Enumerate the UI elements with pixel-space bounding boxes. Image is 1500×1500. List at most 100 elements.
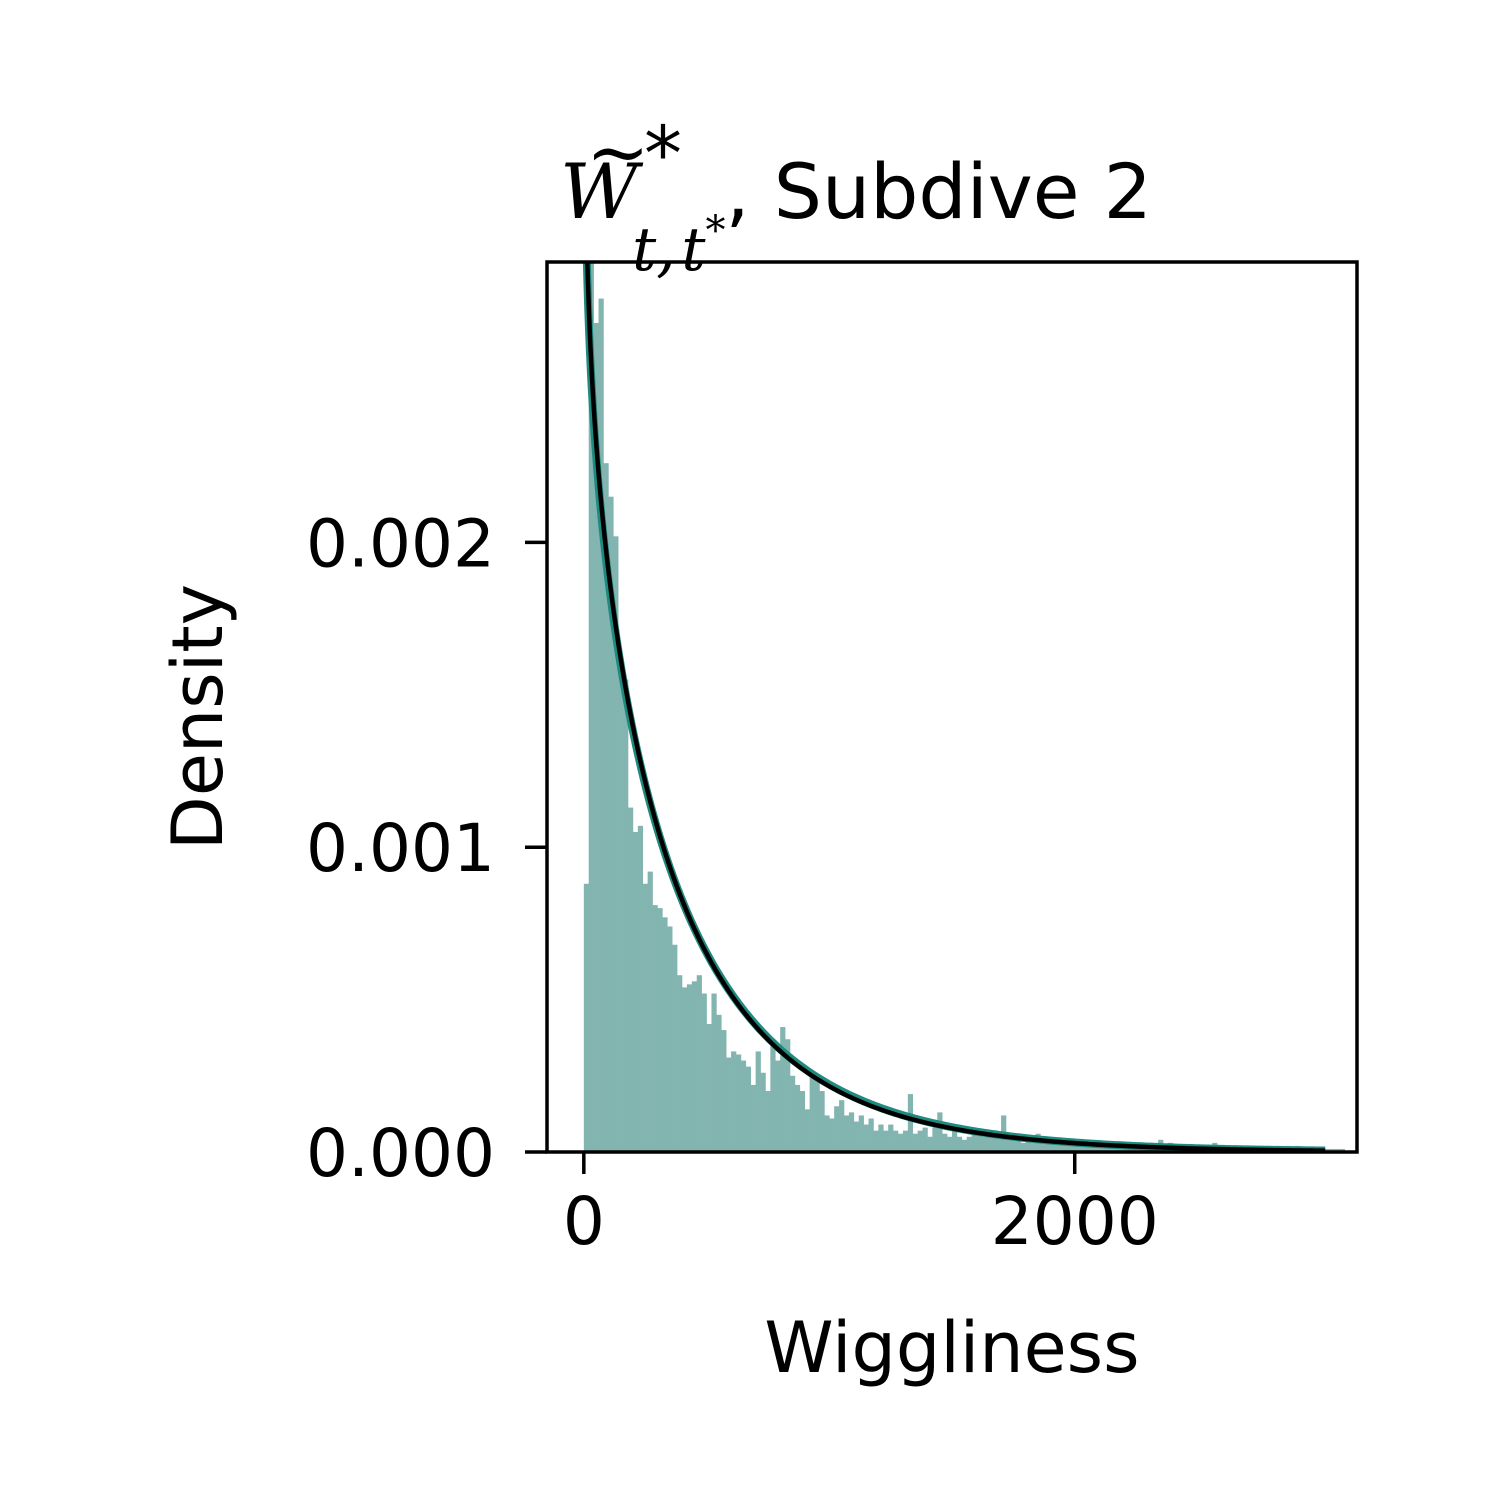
histogram-bar bbox=[726, 1057, 732, 1152]
histogram-bar bbox=[809, 1072, 815, 1152]
histogram-bar bbox=[873, 1130, 879, 1152]
histogram-bars bbox=[583, 262, 1346, 1152]
histogram-bar bbox=[1060, 1139, 1066, 1152]
histogram-bar bbox=[603, 463, 609, 1152]
histogram-bar bbox=[986, 1133, 992, 1152]
x-axis: 0 2000 bbox=[563, 1152, 1159, 1260]
histogram-bar bbox=[888, 1124, 894, 1152]
histogram-bar bbox=[991, 1133, 997, 1152]
histogram-bar bbox=[613, 536, 619, 1152]
histogram-bar bbox=[824, 1115, 830, 1152]
histogram-bar bbox=[1030, 1142, 1036, 1152]
histogram-bar bbox=[907, 1094, 914, 1152]
histogram-bar bbox=[1025, 1136, 1031, 1152]
histogram-bar bbox=[608, 496, 614, 1152]
histogram-bar bbox=[593, 322, 599, 1152]
histogram-bar bbox=[1045, 1142, 1051, 1152]
histogram-bar bbox=[858, 1115, 864, 1152]
histogram-bar bbox=[618, 664, 624, 1152]
histogram-bar bbox=[839, 1100, 845, 1152]
histogram-bar bbox=[760, 1072, 766, 1152]
histogram-bar bbox=[696, 975, 702, 1152]
histogram-bar bbox=[848, 1112, 855, 1152]
histogram-bar bbox=[902, 1130, 909, 1152]
histogram-bar bbox=[1040, 1139, 1046, 1152]
histogram-bar bbox=[711, 993, 717, 1152]
title-subscript-t: t, bbox=[632, 215, 675, 285]
histogram-bar bbox=[971, 1133, 977, 1152]
histogram-bar bbox=[637, 825, 644, 1152]
histogram-bar bbox=[691, 981, 698, 1152]
histogram-bar bbox=[662, 917, 668, 1152]
histogram-bar bbox=[785, 1039, 791, 1152]
title-symbol: W bbox=[560, 147, 644, 236]
histogram-bar bbox=[1084, 1142, 1090, 1152]
histogram-bar bbox=[672, 944, 678, 1152]
histogram-bar bbox=[794, 1084, 801, 1152]
fit-curve-black bbox=[585, 262, 1326, 1152]
histogram-bar bbox=[716, 1014, 722, 1152]
histogram-bar bbox=[790, 1075, 796, 1152]
histogram-bar bbox=[942, 1133, 948, 1152]
histogram-bar bbox=[1104, 1145, 1110, 1152]
histogram-bar bbox=[893, 1130, 899, 1152]
histogram-bar bbox=[912, 1133, 918, 1152]
histogram-bar bbox=[1074, 1145, 1080, 1152]
histogram-bar bbox=[628, 807, 634, 1152]
histogram-bar bbox=[583, 883, 590, 1152]
plot-frame bbox=[545, 260, 1359, 1154]
histogram-bar bbox=[632, 831, 639, 1152]
title-subscript-tstar: t bbox=[681, 215, 706, 285]
x-axis-label: Wiggliness bbox=[764, 1307, 1139, 1389]
histogram-bar bbox=[736, 1054, 742, 1152]
histogram-bar bbox=[765, 1091, 771, 1152]
histogram-bar bbox=[657, 908, 663, 1152]
histogram-bar bbox=[956, 1136, 963, 1152]
histogram-bar bbox=[740, 1060, 747, 1152]
histogram-bar bbox=[883, 1130, 889, 1152]
histogram-bar bbox=[770, 1042, 776, 1152]
histogram-bar bbox=[927, 1136, 933, 1152]
histogram-bar bbox=[731, 1051, 737, 1152]
histogram-bar bbox=[799, 1091, 806, 1152]
histogram-bar bbox=[961, 1139, 968, 1152]
histogram-bar bbox=[598, 298, 604, 1152]
y-tick-label: 0.001 bbox=[306, 810, 495, 887]
y-axis: 0.000 0.001 0.002 bbox=[306, 505, 547, 1192]
histogram-bar bbox=[947, 1136, 953, 1152]
histogram-bar bbox=[588, 262, 594, 1152]
histogram-bar bbox=[898, 1133, 904, 1152]
histogram-bar bbox=[804, 1109, 810, 1152]
histogram-bar bbox=[642, 883, 648, 1152]
histogram-bar bbox=[814, 1075, 820, 1152]
histogram-bar bbox=[775, 1060, 781, 1152]
y-tick-label: 0.002 bbox=[306, 505, 495, 582]
histogram-bar bbox=[686, 984, 693, 1152]
histogram-bar bbox=[922, 1127, 928, 1152]
histogram-bar bbox=[937, 1112, 943, 1152]
histogram-bar bbox=[976, 1133, 982, 1152]
histogram-bar bbox=[1064, 1142, 1071, 1152]
histogram-bar bbox=[652, 905, 658, 1152]
fit-curves bbox=[582, 262, 1327, 1152]
x-tick-label: 0 bbox=[563, 1183, 605, 1260]
histogram-bar bbox=[917, 1130, 923, 1152]
y-axis-label: Density bbox=[157, 584, 239, 850]
histogram-bar bbox=[1020, 1142, 1026, 1152]
histogram-bar bbox=[981, 1136, 987, 1152]
histogram-bar bbox=[677, 975, 683, 1152]
histogram-bar bbox=[819, 1091, 825, 1152]
histogram-bar bbox=[1055, 1142, 1061, 1152]
histogram-bar bbox=[701, 993, 707, 1152]
title-subscript-tstar-sup: * bbox=[705, 208, 725, 254]
histogram-bar bbox=[863, 1124, 869, 1152]
histogram-bar bbox=[1050, 1139, 1056, 1152]
histogram-bar bbox=[780, 1027, 786, 1152]
title-suffix: , Subdive 2 bbox=[725, 147, 1152, 236]
histogram-bar bbox=[1015, 1139, 1022, 1152]
histogram-bar bbox=[844, 1115, 850, 1152]
histogram-bar bbox=[647, 871, 653, 1152]
histogram-bar bbox=[721, 1030, 727, 1152]
histogram-bar bbox=[829, 1118, 835, 1152]
